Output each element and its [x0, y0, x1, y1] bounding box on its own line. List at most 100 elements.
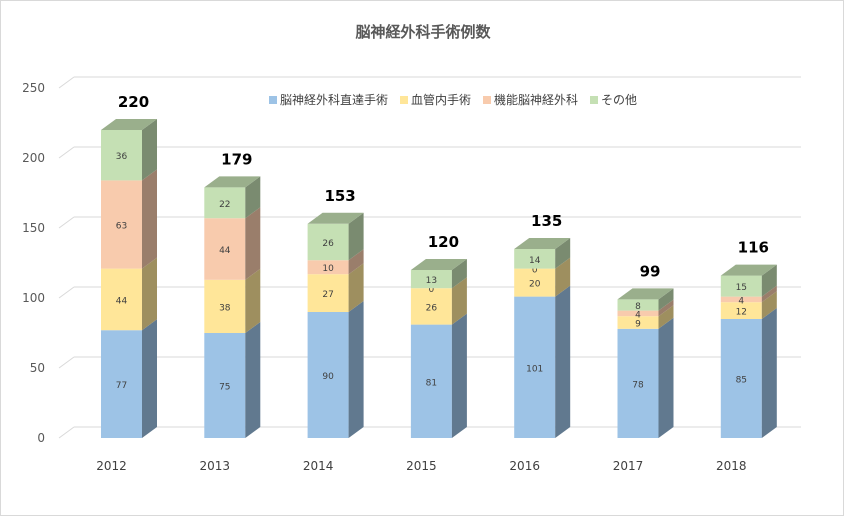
- bar-side: [658, 317, 674, 438]
- data-label: 36: [116, 152, 128, 162]
- bar-top: [101, 119, 157, 130]
- bar-side: [761, 291, 777, 319]
- gridline-diagonal: [58, 216, 75, 229]
- bar-segment: [617, 328, 659, 438]
- data-label: 4: [738, 296, 744, 306]
- bar-segment: [101, 268, 142, 331]
- bar-side: [348, 301, 364, 438]
- bar-side: [658, 305, 674, 329]
- bar-segment: [410, 270, 452, 289]
- legend-swatch: [483, 95, 492, 104]
- legend-item: 機能脳神経外科: [483, 91, 578, 108]
- data-label: 85: [736, 376, 747, 386]
- total-label: 116: [738, 239, 769, 257]
- legend-item: 脳神経外科直達手術: [269, 91, 388, 108]
- legend-swatch: [269, 95, 277, 104]
- data-label: 27: [322, 290, 333, 300]
- data-label: 22: [219, 200, 230, 210]
- bar-segment: [514, 268, 556, 297]
- bar-side: [761, 285, 777, 303]
- legend-label: 機能脳神経外科: [494, 93, 579, 107]
- bar-segment: [101, 330, 142, 438]
- data-label: 4: [635, 310, 641, 320]
- legend-label: その他: [601, 93, 638, 107]
- total-label: 99: [640, 262, 661, 280]
- bar-side: [245, 176, 261, 219]
- bar-top: [514, 238, 571, 249]
- bar-side: [142, 319, 157, 438]
- data-label: 63: [116, 222, 127, 232]
- bar-top: [204, 176, 261, 188]
- data-label: 15: [736, 283, 747, 293]
- legend-item: その他: [590, 91, 637, 108]
- gridline-diagonal: [58, 286, 75, 299]
- bar-side: [658, 299, 674, 317]
- bar-segment: [720, 302, 762, 319]
- bar-side: [348, 263, 364, 312]
- bar-segment: [617, 299, 659, 311]
- bar-top: [720, 264, 777, 276]
- total-label: 220: [118, 93, 149, 111]
- legend-swatch: [400, 95, 409, 104]
- x-tick-label: 2017: [613, 459, 644, 473]
- bar-segment: [617, 316, 659, 329]
- data-label: 44: [116, 296, 128, 306]
- data-label: 10: [322, 264, 334, 274]
- bar-side: [761, 264, 777, 297]
- legend-label: 血管内手術: [411, 93, 472, 107]
- bar-segment: [410, 288, 452, 325]
- bar-side: [142, 257, 157, 331]
- bar-side: [142, 119, 157, 181]
- gridline-diagonal: [58, 76, 75, 89]
- total-label: 120: [428, 233, 459, 251]
- chart-title: 脳神経外科手術例数: [355, 23, 491, 41]
- bar-segment: [204, 218, 246, 280]
- bar-side: [761, 308, 777, 438]
- y-tick-label: 150: [22, 221, 45, 235]
- total-label: 153: [324, 187, 355, 205]
- bar-segment: [514, 296, 556, 438]
- data-label: 78: [632, 380, 644, 390]
- bar-segment: [204, 279, 246, 333]
- data-label: 81: [426, 378, 437, 388]
- bar-top: [617, 288, 674, 300]
- legend-item: 血管内手術: [400, 91, 471, 108]
- data-label: 0: [532, 266, 538, 276]
- bar-side: [245, 268, 261, 333]
- data-label: 20: [529, 280, 541, 290]
- bar-top: [307, 212, 364, 224]
- bar-side: [555, 257, 571, 297]
- data-label: 38: [219, 303, 231, 313]
- bar-segment: [101, 180, 142, 269]
- data-label: 26: [322, 239, 334, 249]
- bar-segment: [204, 187, 246, 219]
- y-tick-label: 100: [22, 291, 45, 305]
- x-tick-label: 2018: [716, 459, 747, 473]
- gridline-diagonal: [58, 146, 75, 159]
- y-tick-label: 250: [22, 81, 45, 95]
- bar-side: [142, 169, 157, 269]
- data-label: 14: [529, 256, 541, 266]
- x-tick-label: 2015: [406, 459, 437, 473]
- bar-segment: [720, 275, 762, 297]
- bar-segment: [307, 223, 349, 261]
- x-tick-label: 2013: [200, 459, 231, 473]
- bar-side: [245, 207, 261, 280]
- bar-segment: [514, 249, 556, 269]
- bar-segment: [720, 319, 762, 438]
- bar-top: [410, 259, 467, 270]
- bar-side: [348, 212, 364, 261]
- bar-segment: [307, 312, 349, 438]
- x-tick-label: 2012: [96, 459, 127, 473]
- data-label: 9: [635, 320, 641, 330]
- data-label: 8: [635, 302, 641, 312]
- total-label: 179: [221, 150, 252, 168]
- bar-side: [555, 238, 571, 269]
- y-tick-label: 0: [37, 431, 45, 445]
- y-tick-label: 200: [22, 151, 45, 165]
- bar-side: [555, 285, 571, 438]
- x-tick-label: 2016: [509, 459, 540, 473]
- bar-segment: [617, 310, 659, 317]
- data-label: 75: [219, 383, 230, 393]
